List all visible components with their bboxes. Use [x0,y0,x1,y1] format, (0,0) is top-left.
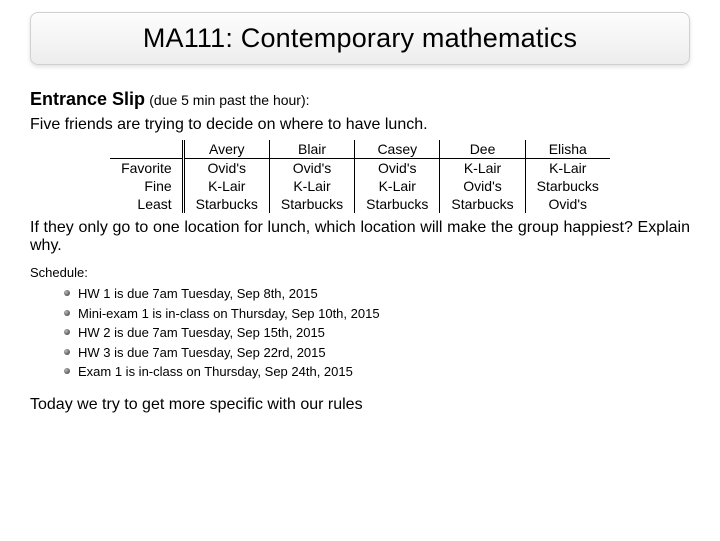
table-cell: Starbucks [183,195,269,213]
table-cell: Ovid's [183,159,269,178]
table-cell: K-Lair [183,177,269,195]
table-col-header: Avery [183,140,269,159]
entrance-slip-bold: Entrance Slip [30,89,145,109]
closing-line: Today we try to get more specific with o… [30,396,690,414]
table-row: FineK-LairK-LairK-LairOvid'sStarbucks [110,177,610,195]
table-col-header: Dee [440,140,525,159]
table-row-label: Least [110,195,183,213]
table-cell: Ovid's [269,159,354,178]
table-cell: K-Lair [440,159,525,178]
question-intro: Five friends are trying to decide on whe… [30,116,690,134]
table-cell: K-Lair [269,177,354,195]
table-cell: Ovid's [440,177,525,195]
table-col-header: Blair [269,140,354,159]
schedule-label: Schedule: [30,265,690,280]
table-cell: Ovid's [525,195,610,213]
table-row: FavoriteOvid'sOvid'sOvid'sK-LairK-Lair [110,159,610,178]
entrance-slip-heading: Entrance Slip (due 5 min past the hour): [30,89,690,110]
schedule-list: HW 1 is due 7am Tuesday, Sep 8th, 2015Mi… [30,284,690,382]
table-col-header: Casey [355,140,440,159]
schedule-item: HW 1 is due 7am Tuesday, Sep 8th, 2015 [64,284,690,304]
question-body: If they only go to one location for lunc… [30,219,690,255]
preference-table: AveryBlairCaseyDeeElisha FavoriteOvid'sO… [110,140,610,213]
schedule-item: Mini-exam 1 is in-class on Thursday, Sep… [64,304,690,324]
table-cell: K-Lair [525,159,610,178]
table-row: LeastStarbucksStarbucksStarbucksStarbuck… [110,195,610,213]
slide-title: MA111: Contemporary mathematics [51,23,669,54]
schedule-item: HW 2 is due 7am Tuesday, Sep 15th, 2015 [64,323,690,343]
schedule-item: HW 3 is due 7am Tuesday, Sep 22rd, 2015 [64,343,690,363]
table-cell: Ovid's [355,159,440,178]
schedule-item: Exam 1 is in-class on Thursday, Sep 24th… [64,362,690,382]
table-corner [110,140,183,159]
table-cell: K-Lair [355,177,440,195]
table-cell: Starbucks [525,177,610,195]
table-cell: Starbucks [355,195,440,213]
table-cell: Starbucks [440,195,525,213]
table-row-label: Favorite [110,159,183,178]
table-cell: Starbucks [269,195,354,213]
table-row-label: Fine [110,177,183,195]
table-col-header: Elisha [525,140,610,159]
title-bar: MA111: Contemporary mathematics [30,12,690,65]
entrance-slip-deadline: (due 5 min past the hour): [149,92,309,108]
